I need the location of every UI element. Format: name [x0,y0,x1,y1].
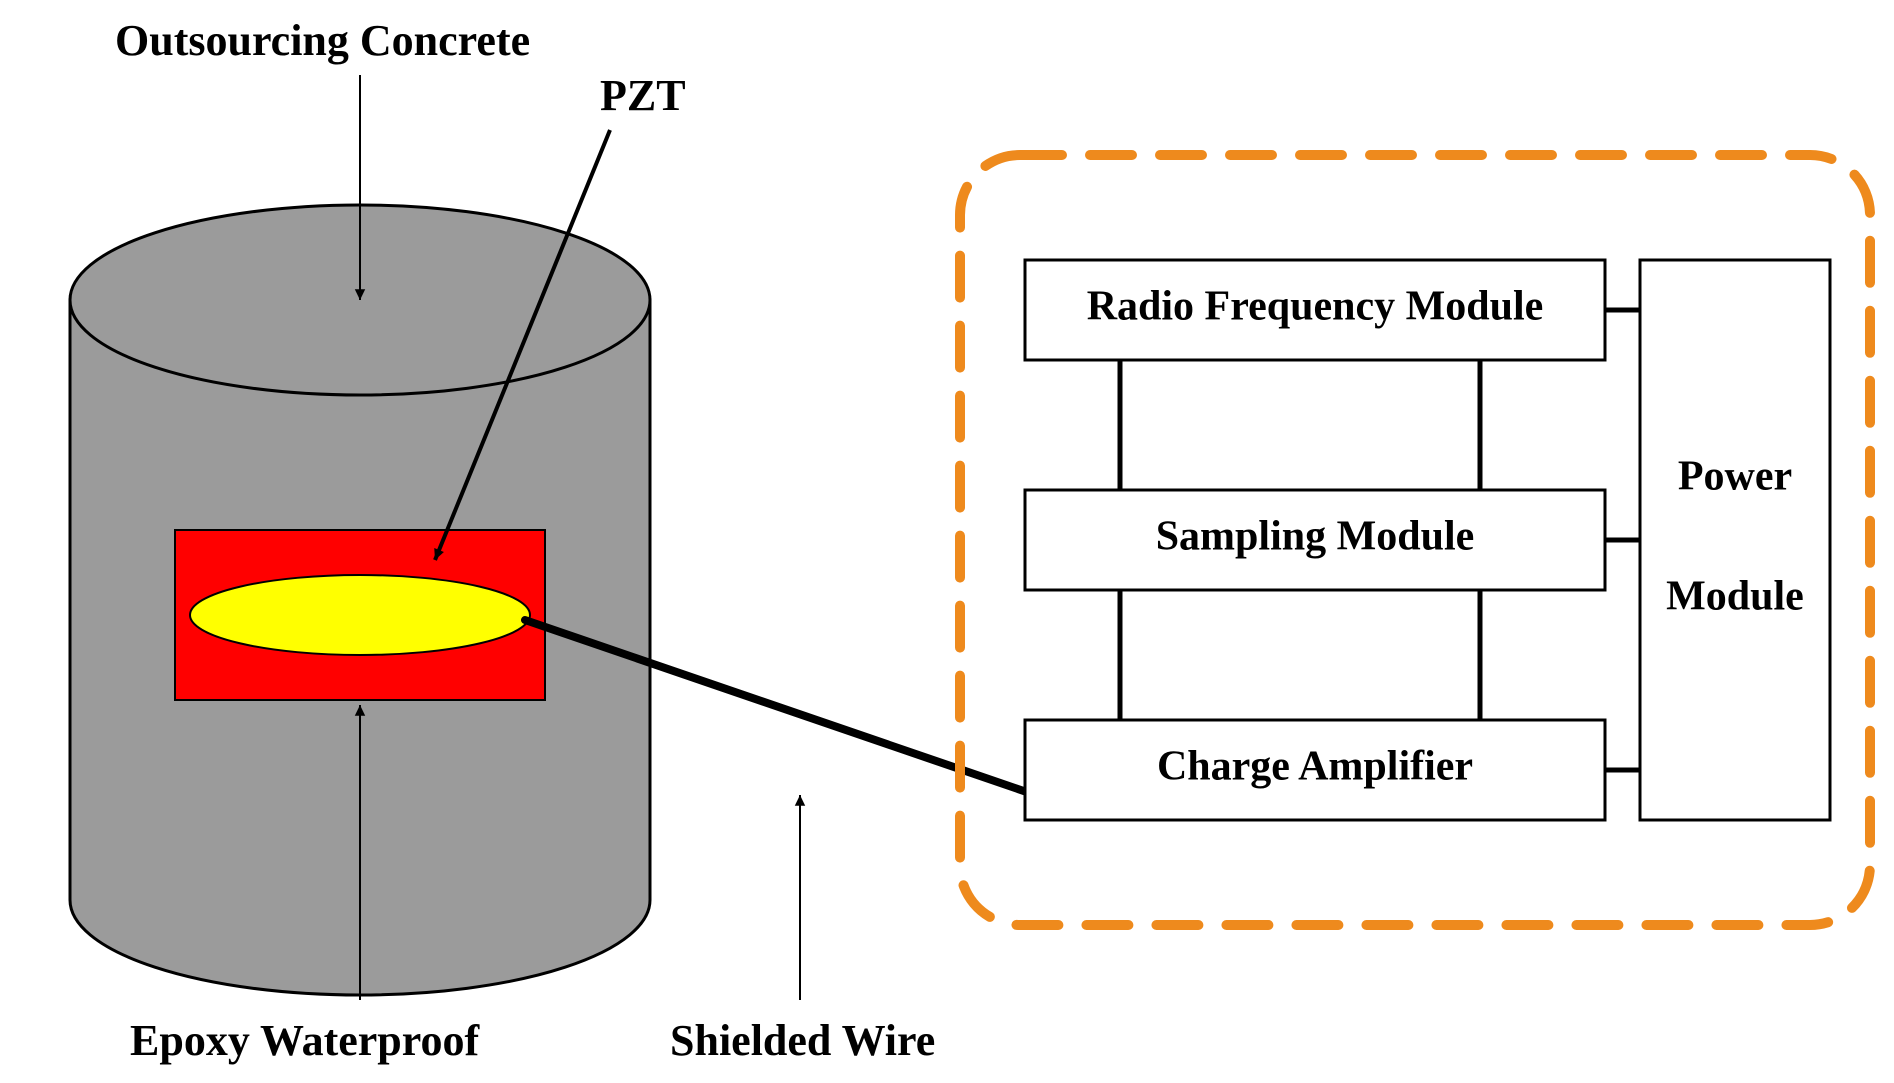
label-shielded-wire: Shielded Wire [670,1016,935,1065]
power-module-label-1: Power [1678,454,1792,500]
power-module-box [1640,260,1830,820]
leader-shielded-arrowhead [795,795,805,806]
power-module-label-2: Module [1666,574,1804,620]
charge-amplifier-label: Charge Amplifier [1157,744,1473,790]
sampling-module-label: Sampling Module [1156,514,1475,560]
pzt-ellipse [190,575,530,655]
rf-module-label: Radio Frequency Module [1087,284,1544,330]
label-pzt: PZT [600,71,686,120]
label-epoxy-waterproof: Epoxy Waterproof [130,1016,481,1065]
label-outsourcing-concrete: Outsourcing Concrete [115,16,530,65]
